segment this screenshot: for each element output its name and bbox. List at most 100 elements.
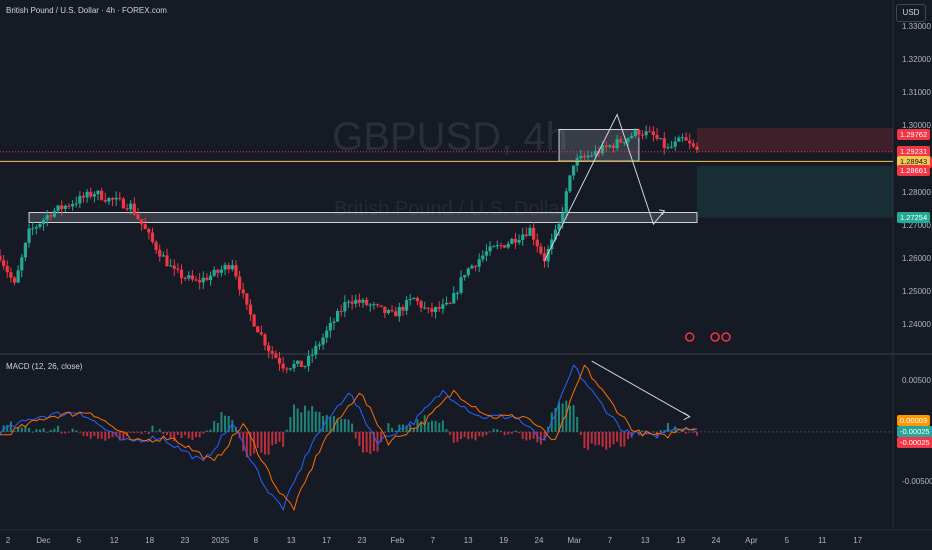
macd-histogram-bar: [449, 431, 452, 435]
candle-body: [372, 304, 376, 306]
candle-body: [365, 299, 369, 306]
candle-body: [455, 292, 459, 294]
macd-histogram-bar: [28, 428, 31, 432]
macd-histogram-bar: [499, 430, 502, 432]
time-tick-label: 18: [145, 536, 155, 545]
watermark-name: British Pound / U.S. Dollar: [334, 198, 567, 220]
candle-body: [245, 293, 249, 305]
candle-body: [125, 208, 129, 210]
economic-event-icon: [721, 332, 731, 342]
economic-event-icon: [710, 332, 720, 342]
time-tick-label: Feb: [390, 536, 405, 545]
candle-body: [466, 268, 470, 276]
macd-histogram-bar: [597, 431, 600, 445]
symbol-title[interactable]: British Pound / U.S. Dollar · 4h · FOREX…: [6, 6, 167, 15]
candle-body: [426, 307, 430, 309]
macd-histogram-bar: [612, 431, 615, 445]
macd-divergence-arrow: [591, 360, 690, 418]
candle-body: [230, 265, 234, 270]
macd-histogram-bar: [470, 431, 473, 439]
macd-histogram-bar: [434, 420, 437, 432]
macd-histogram-bar: [104, 431, 107, 441]
macd-histogram-bar: [147, 431, 150, 435]
macd-histogram-bar: [173, 431, 176, 442]
candle-body: [419, 301, 423, 308]
macd-histogram-bar: [31, 431, 34, 433]
candle-body: [357, 299, 361, 303]
candle-body: [183, 277, 187, 279]
candle-body: [473, 265, 478, 267]
price-tick-label: 1.26000: [902, 254, 931, 264]
candle-body: [401, 307, 405, 311]
macd-histogram-bar: [688, 431, 691, 433]
macd-histogram-bar: [238, 431, 241, 439]
time-tick-label: 13: [640, 536, 650, 545]
currency-button[interactable]: USD: [896, 4, 926, 22]
macd-histogram-bar: [198, 431, 201, 438]
candle-body: [241, 289, 245, 294]
candle-body: [441, 304, 445, 309]
macd-histogram-bar: [354, 431, 357, 439]
candle-body: [165, 255, 169, 266]
macd-histogram-bar: [438, 422, 441, 432]
macd-histogram-bar: [24, 425, 27, 432]
candle-body: [118, 197, 122, 199]
candle-body: [470, 265, 474, 269]
candle-body: [622, 142, 626, 144]
candle-body: [60, 205, 64, 209]
candle-body: [67, 205, 71, 207]
macd-histogram-bar: [162, 431, 165, 435]
candle-body: [343, 302, 347, 312]
macd-histogram-bar: [372, 431, 375, 452]
candle-body: [296, 360, 300, 364]
candle-body: [100, 190, 104, 200]
macd-tick-label: -0.00500: [902, 477, 932, 487]
candle-body: [110, 198, 115, 200]
macd-histogram-bar: [550, 412, 553, 432]
macd-histogram-bar: [561, 403, 564, 432]
candle-body: [593, 150, 597, 156]
candle-body: [611, 145, 616, 149]
macd-histogram-bar: [263, 431, 266, 455]
candle-body: [637, 129, 641, 135]
time-tick-label: Dec: [36, 536, 51, 545]
macd-histogram-bar: [398, 424, 401, 432]
macd-histogram-bar: [155, 431, 158, 433]
macd-histogram-bar: [314, 411, 317, 432]
candle-body: [648, 131, 652, 133]
candle-body: [579, 155, 583, 159]
macd-histogram-bar: [416, 419, 419, 432]
macd-histogram-bar: [220, 411, 223, 432]
candle-body: [2, 260, 6, 266]
macd-histogram-bar: [608, 431, 611, 448]
macd-histogram-bar: [568, 405, 571, 432]
macd-histogram-bar: [656, 431, 659, 437]
time-tick-label: 2025: [211, 536, 230, 545]
candle-body: [590, 155, 594, 157]
macd-histogram-bar: [543, 431, 546, 441]
candle-body: [481, 255, 485, 260]
macd-histogram-bar: [227, 416, 230, 432]
macd-histogram-bar: [685, 431, 688, 434]
macd-histogram-bar: [0, 431, 1, 433]
candle-body: [56, 205, 60, 211]
time-tick-label: 23: [180, 536, 190, 545]
forecast-path: [544, 113, 665, 261]
candle-body: [9, 272, 13, 278]
price-badge: 1.27254: [897, 211, 931, 223]
candle-body: [154, 241, 158, 250]
macd-histogram-bar: [362, 431, 365, 453]
reward-zone: [696, 166, 893, 218]
candle-body: [205, 277, 209, 281]
candle-body: [651, 131, 656, 135]
candle-body: [147, 228, 151, 233]
candle-body: [582, 155, 587, 158]
macd-histogram-bar: [463, 431, 466, 438]
macd-indicator-title[interactable]: MACD (12, 26, close): [6, 362, 83, 371]
macd-histogram-bar: [532, 431, 535, 439]
candle-body: [285, 368, 289, 370]
candle-body: [27, 228, 31, 243]
macd-histogram-bar: [489, 431, 492, 433]
